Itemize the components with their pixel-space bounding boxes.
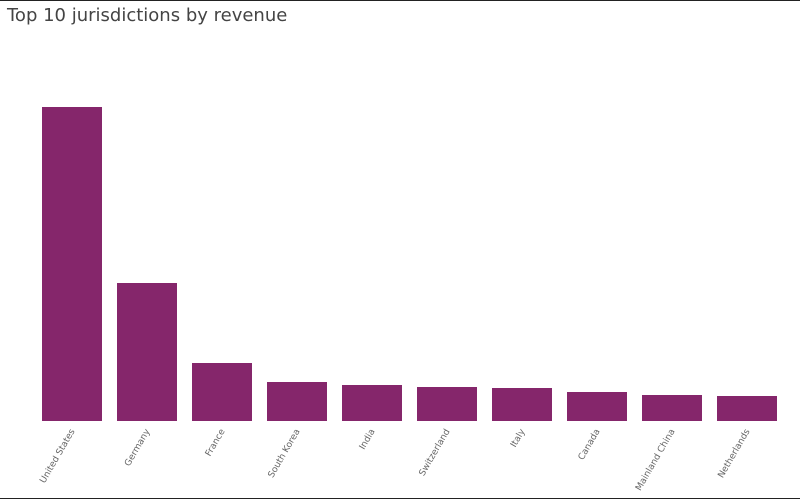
bar [567,392,627,421]
bar [192,363,252,421]
x-tick-label: Switzerland [418,428,453,478]
bar [417,387,477,421]
bar [717,396,777,421]
bar [642,395,702,421]
x-tick-label: India [358,428,378,452]
bar [342,385,402,421]
x-tick-label: Mainland China [634,428,677,493]
x-tick-label: France [204,427,228,458]
x-tick-label: United States [38,427,77,485]
bar [117,283,177,421]
x-tick-label: Italy [509,427,528,449]
x-tick-label: Germany [123,427,153,468]
x-tick-label: Netherlands [717,427,753,480]
bar [267,382,327,421]
chart-title: Top 10 jurisdictions by revenue [6,5,287,26]
x-tick-label: South Korea [267,428,303,480]
bar [42,107,102,421]
x-tick-label: Canada [577,428,603,463]
bar [492,388,552,421]
